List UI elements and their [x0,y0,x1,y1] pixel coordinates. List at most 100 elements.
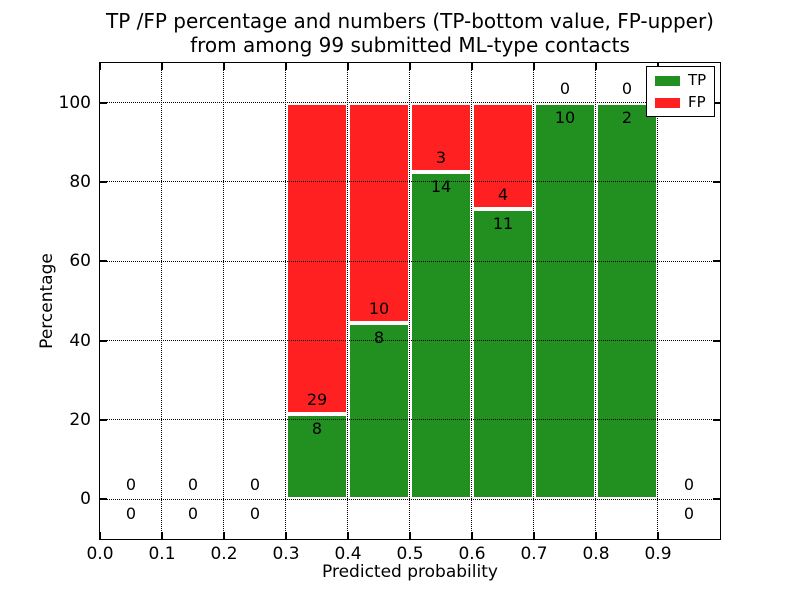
fp-count-label: 0 [125,475,137,495]
x-tick-top [223,63,225,70]
x-tick [285,532,287,539]
y-tick [100,498,107,501]
legend-label-tp: TP [688,71,707,89]
x-tick-label: 0.5 [396,544,424,564]
x-tick-top [533,63,535,70]
tp-bar-segment [534,102,596,500]
fp-bar-segment [472,102,534,209]
chart-title-line2: from among 99 submitted ML-type contacts [190,33,630,57]
x-tick [471,532,473,539]
x-tick-top [347,63,349,70]
y-tick-right [713,181,720,183]
y-axis-title: Percentage [37,253,57,349]
x-tick-label: 0.9 [644,544,672,564]
y-tick [100,181,107,183]
y-gridline [100,101,720,103]
x-tick-label: 0.3 [272,544,300,564]
tp-swatch-icon [655,75,680,86]
fp-bar-segment [410,102,472,173]
x-tick [99,532,101,539]
y-tick-right [713,498,720,501]
y-tick [100,339,107,342]
x-gridline [223,63,225,539]
tp-bar-segment [348,323,410,500]
x-gridline [161,63,163,539]
y-tick [100,101,107,104]
fp-bar-segment [286,102,348,414]
tp-count-label: 0 [683,504,695,524]
x-tick [657,532,659,539]
y-tick-right [713,419,720,421]
fp-count-label: 0 [621,78,633,98]
y-tick-right [713,339,720,342]
tp-count-label: 0 [249,504,261,524]
y-tick [100,260,107,263]
x-tick-label: 0.6 [458,544,486,564]
tp-bar-segment [472,208,534,500]
y-gridline [100,181,720,183]
y-tick [100,419,107,421]
x-tick-label: 0.2 [210,544,238,564]
fp-count-label: 0 [683,475,695,495]
x-tick [533,532,535,539]
chart-title: TP /FP percentage and numbers (TP-bottom… [100,9,720,57]
x-tick-top [99,63,101,70]
x-tick [161,532,163,539]
y-tick-label: 60 [69,251,91,272]
chart-title-line1: TP /FP percentage and numbers (TP-bottom… [106,9,714,33]
x-tick-top [285,63,287,70]
fp-bar-segment [348,102,410,324]
x-tick [409,532,411,539]
x-tick-label: 0.4 [334,544,362,564]
y-gridline [100,260,720,262]
tp-bar-segment [410,172,472,500]
x-tick-top [409,63,411,70]
tp-count-label: 8 [311,418,323,438]
x-tick-top [161,63,163,70]
tp-count-label: 2 [621,107,633,127]
fp-count-label: 4 [497,184,509,204]
y-tick-label: 80 [69,172,91,192]
tp-count-label: 8 [373,328,385,348]
x-gridline [347,63,349,539]
x-gridline [285,63,287,539]
x-tick-label: 0.7 [520,544,548,564]
x-tick-top [471,63,473,70]
fp-count-label: 3 [435,148,447,168]
y-tick-label: 20 [69,410,91,430]
tp-count-label: 10 [554,107,576,127]
x-tick-top [595,63,597,70]
x-gridline [657,63,659,539]
legend-entry-fp: FP [655,95,708,110]
legend: TP FP [646,66,715,117]
fp-count-label: 0 [249,475,261,495]
tp-count-label: 0 [125,504,137,524]
x-axis-title: Predicted probability [322,562,498,582]
x-gridline [471,63,473,539]
fp-count-label: 29 [306,389,328,409]
legend-label-fp: FP [688,93,706,111]
y-gridline [100,339,720,341]
x-tick-label: 0.8 [582,544,610,564]
y-gridline [100,419,720,421]
fp-count-label: 0 [559,78,571,98]
tp-bar-segment [286,413,348,500]
y-tick-right [713,101,720,104]
x-tick [347,532,349,539]
x-tick-label: 0.1 [148,544,176,564]
tp-bar-segment [596,102,658,500]
fp-count-label: 0 [187,475,199,495]
y-tick-label: 0 [80,489,91,510]
x-gridline [533,63,535,539]
legend-entry-tp: TP [655,73,708,88]
y-gridline [100,498,720,500]
fp-swatch-icon [655,97,680,108]
fp-count-label: 10 [368,299,390,319]
x-tick [595,532,597,539]
y-tick-label: 100 [58,92,91,113]
x-gridline [409,63,411,539]
tp-count-label: 0 [187,504,199,524]
x-gridline [595,63,597,539]
tp-count-label: 11 [492,213,514,233]
